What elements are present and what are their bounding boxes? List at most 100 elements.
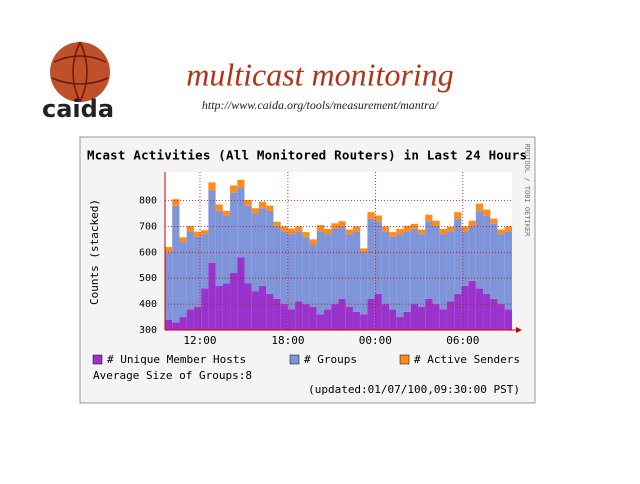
bar-segment bbox=[165, 319, 173, 330]
bar-segment bbox=[230, 185, 238, 193]
logo-text: caida bbox=[42, 95, 114, 123]
bar-segment bbox=[237, 257, 245, 330]
bar-segment bbox=[461, 231, 469, 286]
bar-segment bbox=[215, 204, 223, 211]
bar-segment bbox=[309, 306, 317, 330]
chart-title: Mcast Activities (All Monitored Routers)… bbox=[87, 148, 527, 163]
bar-segment bbox=[389, 232, 397, 237]
bar-segment bbox=[497, 234, 505, 305]
bar-segment bbox=[403, 225, 411, 232]
bar-segment bbox=[461, 285, 469, 330]
bar-segment bbox=[483, 293, 491, 330]
bar-segment bbox=[504, 309, 512, 330]
bar-segment bbox=[186, 225, 194, 232]
legend-swatch bbox=[399, 354, 410, 365]
bar-segment bbox=[230, 273, 238, 330]
bar-segment bbox=[324, 228, 332, 235]
bar-segment bbox=[331, 228, 339, 305]
bar-segment bbox=[389, 236, 397, 310]
bar-segment bbox=[403, 231, 411, 312]
bar-segment bbox=[208, 262, 216, 330]
bar-segment bbox=[446, 231, 455, 302]
bar-segment bbox=[280, 231, 288, 305]
bar-segment bbox=[389, 309, 397, 330]
bar-segment bbox=[418, 229, 426, 235]
bar-segment bbox=[258, 201, 267, 209]
bar-segment bbox=[454, 218, 462, 294]
bar-segment bbox=[497, 229, 505, 235]
bar-segment bbox=[331, 304, 339, 330]
bar-segment bbox=[208, 182, 216, 191]
bar-segment bbox=[367, 298, 375, 330]
bar-segment bbox=[201, 234, 209, 289]
bar-segment bbox=[475, 210, 484, 289]
bar-segment bbox=[193, 231, 202, 237]
bar-segment bbox=[374, 293, 382, 330]
bar-segment bbox=[504, 226, 512, 232]
bar-segment bbox=[352, 226, 361, 232]
bar-segment bbox=[381, 304, 390, 330]
globe bbox=[50, 42, 110, 102]
bar-segment bbox=[483, 216, 491, 294]
bar-segment bbox=[165, 247, 173, 253]
bar-segment bbox=[454, 212, 462, 219]
bar-segment bbox=[439, 309, 447, 330]
bar-segment bbox=[179, 237, 187, 242]
bar-segment bbox=[244, 283, 252, 330]
y-tick-label: 800 bbox=[139, 195, 157, 206]
bar-segment bbox=[468, 280, 476, 330]
bar-segment bbox=[266, 293, 274, 330]
bar-segment bbox=[309, 244, 317, 307]
bar-segment bbox=[360, 314, 368, 330]
bar-segment bbox=[446, 226, 455, 232]
bar-segment bbox=[295, 231, 303, 302]
bar-segment bbox=[345, 234, 353, 307]
bar-segment bbox=[360, 252, 368, 315]
bar-segment bbox=[461, 226, 469, 232]
bar-segment bbox=[345, 229, 353, 235]
legend-label: # Groups bbox=[304, 353, 357, 366]
bar-segment bbox=[179, 317, 187, 330]
bar-segment bbox=[186, 309, 194, 330]
legend-label: # Unique Member Hosts bbox=[107, 353, 246, 366]
bar-segment bbox=[439, 234, 447, 310]
bar-segment bbox=[302, 304, 310, 330]
bar-segment bbox=[172, 199, 180, 206]
bar-segment bbox=[432, 226, 440, 305]
bar-segment bbox=[244, 205, 252, 284]
bar-segment bbox=[425, 298, 433, 330]
bar-segment bbox=[244, 199, 252, 206]
page-title: multicast monitoring bbox=[186, 56, 454, 92]
y-tick-label: 700 bbox=[139, 221, 157, 232]
bar-segment bbox=[432, 304, 440, 330]
legend-swatch bbox=[92, 354, 103, 365]
y-tick-label: 400 bbox=[139, 299, 157, 310]
bar-segment bbox=[490, 218, 498, 224]
bar-segment bbox=[374, 221, 382, 294]
x-tick-label: 12:00 bbox=[183, 334, 216, 347]
bar-segment bbox=[287, 309, 296, 330]
bar-segment bbox=[367, 218, 375, 299]
annotation: Average Size of Groups:8 bbox=[93, 369, 252, 382]
x-tick-label: 18:00 bbox=[271, 334, 304, 347]
bar-segment bbox=[287, 234, 296, 310]
bar-segment bbox=[338, 221, 346, 227]
logo: caida bbox=[42, 41, 114, 123]
bar-segment bbox=[273, 226, 281, 299]
bar-segment bbox=[316, 225, 325, 232]
bar-segment bbox=[251, 208, 259, 214]
bar-segment bbox=[338, 226, 346, 299]
bar-segment bbox=[374, 215, 382, 222]
bar-segment bbox=[345, 306, 353, 330]
bar-segment bbox=[367, 212, 375, 219]
bar-segment bbox=[418, 234, 426, 307]
bar-segment bbox=[316, 231, 325, 315]
bar-segment bbox=[381, 226, 390, 232]
bar-segment bbox=[222, 283, 231, 330]
bar-segment bbox=[475, 288, 484, 330]
bar-segment bbox=[302, 236, 310, 305]
bar-segment bbox=[483, 209, 491, 217]
bar-segment bbox=[295, 301, 303, 330]
axis-arrow bbox=[516, 327, 522, 333]
